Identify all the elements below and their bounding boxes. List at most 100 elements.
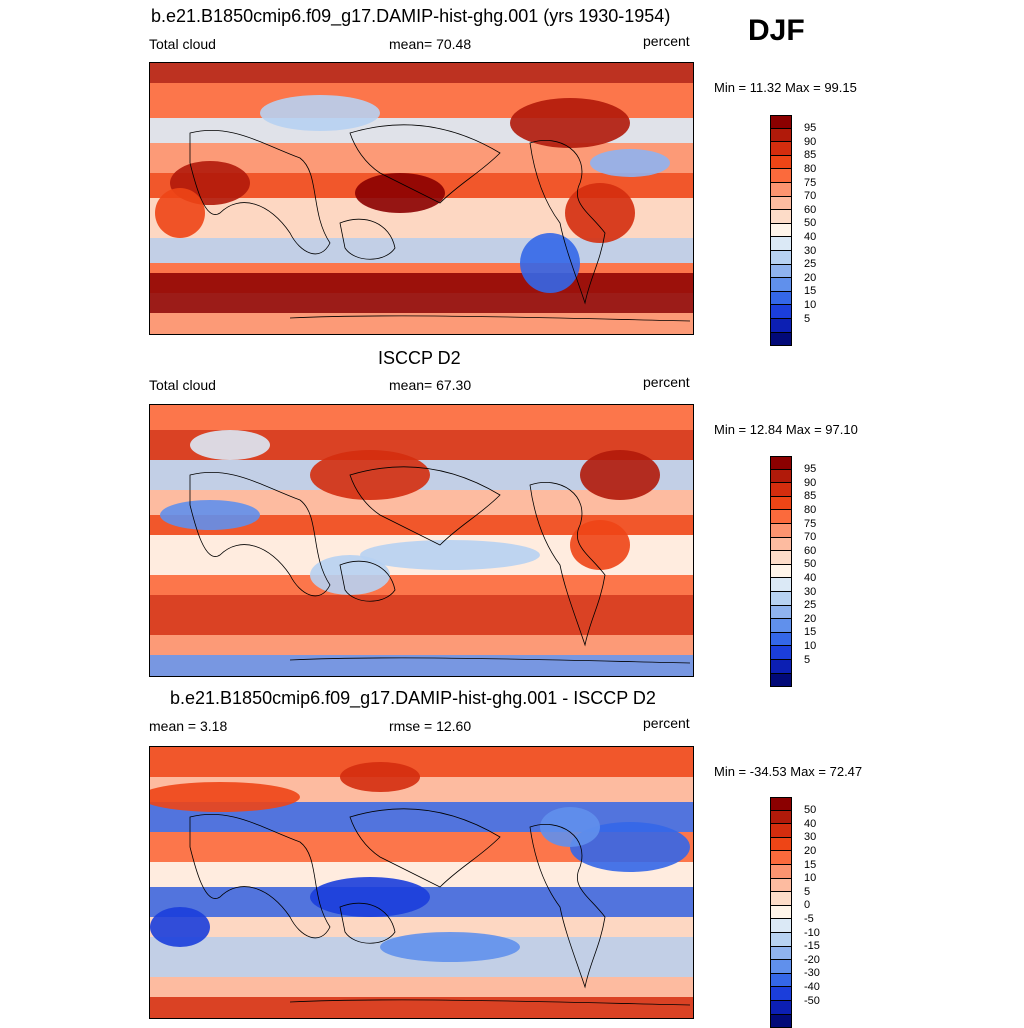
- colorbar-swatch: [770, 960, 792, 974]
- colorbar-swatch: [770, 305, 792, 319]
- colorbar-swatch: [770, 537, 792, 552]
- colorbar-tick-label: 25: [804, 599, 817, 612]
- colorbar-tick-label: 30: [804, 585, 817, 598]
- panel-3-map: [149, 746, 694, 1019]
- colorbar-tick-label: 30: [804, 244, 817, 257]
- colorbar-tick-label: 85: [804, 490, 817, 503]
- colorbar-swatch: [770, 169, 792, 183]
- panel-2-map: [149, 404, 694, 677]
- panel-3-colorbar: 50 40 30 20 15 10 5 0 -5 -10 -15 -20 -30 -40 -50: [770, 797, 820, 1028]
- colorbar-tick-label: -10: [804, 926, 820, 939]
- colorbar-swatch: [770, 919, 792, 933]
- season-label: DJF: [748, 14, 805, 47]
- colorbar-swatch: [770, 878, 792, 893]
- colorbar-swatch: [770, 605, 792, 620]
- colorbar-swatch: [770, 837, 792, 852]
- colorbar-tick-label: 15: [804, 858, 817, 871]
- colorbar-swatch: [770, 824, 792, 838]
- colorbar-tick-label: 90: [804, 476, 817, 489]
- colorbar-tick-label: 75: [804, 176, 817, 189]
- colorbar-tick-label: 10: [804, 872, 817, 885]
- panel-3-units-label: percent: [643, 715, 690, 731]
- colorbar-swatch: [770, 183, 792, 197]
- colorbar-tick-label: 80: [804, 503, 817, 516]
- colorbar-swatch: [770, 797, 792, 811]
- panel-2-colorbar: 95 90 85 80 75 70 60 50 40 30 25 20 15 10 5: [770, 456, 816, 688]
- colorbar-swatch: [770, 1001, 792, 1015]
- colorbar-swatch: [770, 155, 792, 170]
- colorbar-tick-label: 10: [804, 298, 817, 311]
- colorbar-swatch: [770, 237, 792, 251]
- colorbar-tick-label: -50: [804, 994, 820, 1007]
- colorbar-tick-label: -15: [804, 940, 820, 953]
- colorbar-swatch: [770, 564, 792, 579]
- colorbar-swatch: [770, 865, 792, 879]
- colorbar-tick-label: 20: [804, 612, 817, 625]
- colorbar-tick-label: 30: [804, 831, 817, 844]
- colorbar-tick-label: 0: [804, 899, 811, 912]
- colorbar-swatch: [770, 456, 792, 470]
- panel-3-rmse-label: rmse = 12.60: [389, 718, 472, 734]
- colorbar-swatch: [770, 264, 792, 279]
- colorbar-swatch: [770, 128, 792, 143]
- panel-3-minmax: Min = -34.53 Max = 72.47: [714, 764, 863, 779]
- colorbar-swatch: [770, 646, 792, 660]
- colorbar-tick-label: 50: [804, 804, 817, 817]
- panel-2-variable-label: Total cloud: [149, 377, 216, 393]
- colorbar-tick-label: 60: [804, 203, 817, 216]
- colorbar-tick-label: 40: [804, 817, 817, 830]
- colorbar-tick-label: 80: [804, 162, 817, 175]
- colorbar-tick-label: 60: [804, 544, 817, 557]
- colorbar-swatch: [770, 660, 792, 674]
- colorbar-swatch: [770, 223, 792, 238]
- colorbar-tick-label: 70: [804, 531, 817, 544]
- colorbar-swatch: [770, 632, 792, 647]
- panel-1-title: b.e21.B1850cmip6.f09_g17.DAMIP-hist-ghg.…: [151, 6, 671, 26]
- colorbar-swatch: [770, 946, 792, 961]
- colorbar-swatch: [770, 905, 792, 920]
- colorbar-tick-label: 70: [804, 190, 817, 203]
- colorbar-swatch: [770, 278, 792, 292]
- colorbar-swatch: [770, 496, 792, 511]
- panel-1-mean-label: mean= 70.48: [389, 36, 472, 52]
- colorbar-swatch: [770, 851, 792, 865]
- panel-3-mean-label: mean = 3.18: [149, 718, 228, 734]
- colorbar-swatch: [770, 578, 792, 592]
- colorbar-tick-label: 15: [804, 626, 817, 639]
- colorbar-swatch: [770, 196, 792, 211]
- colorbar-swatch: [770, 619, 792, 633]
- colorbar-swatch: [770, 332, 792, 347]
- colorbar-tick-label: 50: [804, 217, 817, 230]
- colorbar-swatch: [770, 810, 792, 825]
- colorbar-tick-label: 95: [804, 463, 817, 476]
- colorbar-swatch: [770, 115, 792, 129]
- colorbar-tick-label: 10: [804, 639, 817, 652]
- colorbar-swatch: [770, 933, 792, 947]
- colorbar-swatch: [770, 973, 792, 988]
- colorbar-swatch: [770, 551, 792, 565]
- colorbar-tick-label: 95: [804, 122, 817, 135]
- panel-2-title: ISCCP D2: [378, 348, 461, 368]
- panel-2-minmax: Min = 12.84 Max = 97.10: [714, 422, 858, 437]
- colorbar-tick-label: 20: [804, 844, 817, 857]
- colorbar-swatch: [770, 319, 792, 333]
- colorbar-tick-label: 5: [804, 312, 811, 325]
- panel-1-variable-label: Total cloud: [149, 36, 216, 52]
- colorbar-swatch: [770, 524, 792, 538]
- colorbar-tick-label: 90: [804, 135, 817, 148]
- panel-2-units-label: percent: [643, 374, 690, 390]
- colorbar-tick-label: -5: [804, 912, 814, 925]
- colorbar-swatch: [770, 510, 792, 524]
- colorbar-tick-label: -20: [804, 953, 820, 966]
- colorbar-tick-label: 15: [804, 285, 817, 298]
- colorbar-tick-label: -30: [804, 967, 820, 980]
- panel-1-colorbar: 95 90 85 80 75 70 60 50 40 30 25 20 15 10 5: [770, 115, 816, 347]
- colorbar-tick-label: 25: [804, 258, 817, 271]
- panel-1-units-label: percent: [643, 33, 690, 49]
- colorbar-tick-label: 20: [804, 271, 817, 284]
- colorbar-tick-label: 50: [804, 558, 817, 571]
- colorbar-swatch: [770, 892, 792, 906]
- panel-2-mean-label: mean= 67.30: [389, 377, 472, 393]
- colorbar-tick-label: 5: [804, 885, 811, 898]
- colorbar-swatch: [770, 483, 792, 497]
